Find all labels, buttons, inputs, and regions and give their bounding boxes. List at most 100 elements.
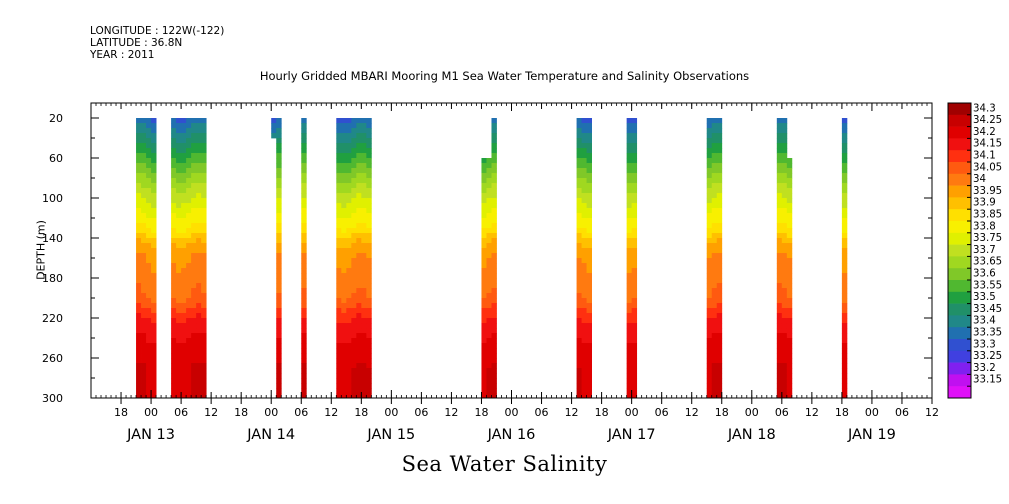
data-cell: [146, 123, 152, 129]
data-cell: [141, 178, 147, 184]
data-cell: [341, 173, 347, 179]
data-cell: [336, 213, 342, 219]
data-cell: [171, 373, 177, 379]
data-cell: [716, 303, 723, 309]
data-cell: [171, 198, 177, 204]
data-cell: [141, 323, 147, 329]
data-cell: [626, 163, 633, 169]
data-cell: [351, 133, 357, 139]
data-cell: [136, 223, 142, 229]
data-cell: [196, 258, 202, 264]
data-cell: [716, 328, 723, 334]
data-cell: [626, 363, 633, 369]
data-cell: [626, 178, 633, 184]
data-cell: [336, 228, 342, 234]
data-cell: [366, 243, 372, 249]
data-cell: [201, 143, 207, 149]
data-cell: [196, 123, 202, 129]
data-cell: [491, 298, 497, 304]
data-cell: [486, 258, 492, 264]
data-cell: [776, 328, 783, 334]
data-cell: [141, 268, 147, 274]
data-cell: [841, 138, 848, 144]
x-tick-label: 00: [745, 406, 759, 419]
data-cell: [151, 303, 157, 309]
data-cell: [581, 348, 587, 354]
colorbar-label: 33.2: [973, 363, 996, 374]
data-cell: [776, 138, 783, 144]
data-cell: [186, 198, 192, 204]
data-cell: [786, 208, 793, 214]
data-cell: [351, 268, 357, 274]
data-cell: [336, 238, 342, 244]
data-cell: [196, 148, 202, 154]
colorbar-label: 33.7: [973, 245, 996, 256]
data-cell: [186, 243, 192, 249]
data-cell: [786, 358, 793, 364]
data-cell: [706, 258, 713, 264]
data-cell: [196, 128, 202, 134]
data-cell: [776, 213, 783, 219]
data-cell: [711, 313, 718, 319]
data-cell: [136, 333, 142, 339]
data-cell: [181, 273, 187, 279]
data-cell: [186, 303, 192, 309]
data-cell: [171, 123, 177, 129]
data-cell: [176, 228, 182, 234]
data-cell: [841, 218, 848, 224]
data-cell: [626, 388, 633, 394]
data-cell: [336, 308, 342, 314]
data-cell: [151, 148, 157, 154]
data-cell: [781, 333, 788, 339]
data-cell: [181, 163, 187, 169]
data-cell: [486, 313, 492, 319]
data-cell: [776, 338, 783, 344]
day-label: JAN 13: [126, 427, 175, 443]
data-cell: [366, 238, 372, 244]
data-cell: [576, 168, 582, 174]
data-cell: [786, 243, 793, 249]
data-cell: [341, 183, 347, 189]
data-cell: [191, 238, 197, 244]
data-cell: [276, 118, 282, 124]
data-cell: [191, 288, 197, 294]
data-cell: [361, 193, 367, 199]
data-cell: [181, 218, 187, 224]
data-cell: [581, 143, 587, 149]
data-cell: [176, 273, 182, 279]
data-cell: [171, 293, 177, 299]
data-cell: [366, 173, 372, 179]
data-cell: [776, 358, 783, 364]
data-cell: [176, 143, 182, 149]
data-cell: [576, 188, 582, 194]
data-cell: [146, 128, 152, 134]
data-cell: [341, 278, 347, 284]
colorbar-label: 34.3: [973, 103, 996, 114]
data-cell: [786, 158, 793, 164]
data-cell: [481, 293, 487, 299]
data-cell: [201, 188, 207, 194]
data-cell: [146, 143, 152, 149]
data-cell: [341, 373, 347, 379]
x-tick-label: 18: [234, 406, 248, 419]
data-cell: [176, 388, 182, 394]
data-cell: [491, 388, 497, 394]
data-cell: [196, 253, 202, 259]
data-cell: [301, 293, 307, 299]
data-cell: [631, 388, 638, 394]
data-cell: [176, 343, 182, 349]
data-cell: [186, 273, 192, 279]
data-cell: [706, 333, 713, 339]
x-tick-label: 12: [685, 406, 699, 419]
data-cell: [491, 178, 497, 184]
chart-title: Hourly Gridded MBARI Mooring M1 Sea Wate…: [259, 69, 750, 83]
data-cell: [491, 148, 497, 154]
data-cell: [711, 268, 718, 274]
data-cell: [841, 133, 848, 139]
data-cell: [141, 353, 147, 359]
data-cell: [776, 193, 783, 199]
data-cell: [781, 233, 788, 239]
data-cell: [176, 323, 182, 329]
data-cell: [786, 293, 793, 299]
data-cell: [186, 268, 192, 274]
